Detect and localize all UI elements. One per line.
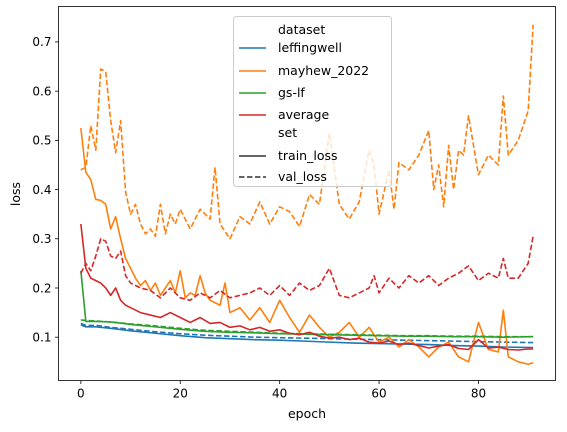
- x-tick-label: 0: [77, 387, 85, 401]
- series-line-average-val-loss: [80, 236, 534, 302]
- y-tick-label: 0.7: [32, 35, 51, 49]
- plot-frame: [58, 6, 556, 381]
- series-line-mayhew-2022-val-loss: [80, 24, 534, 240]
- series-line-gs-lf-val-loss: [80, 319, 534, 338]
- x-tick-label: 60: [371, 387, 386, 401]
- legend-label-gs-lf: gs-lf: [278, 85, 305, 100]
- x-axis-label: epoch: [288, 406, 326, 421]
- y-tick-label: 0.5: [32, 134, 51, 148]
- series-line-gs-lf-train-loss: [80, 270, 534, 338]
- legend-style-title: set: [278, 125, 297, 140]
- legend-label-leffingwell: leffingwell: [278, 40, 342, 55]
- y-tick-label: 0.2: [32, 281, 51, 295]
- legend: dataset leffingwell mayhew_2022 gs-lf av…: [233, 16, 392, 187]
- x-tick-label: 40: [272, 387, 287, 401]
- legend-frame: [233, 16, 392, 187]
- series-line-mayhew-2022-train-loss: [80, 127, 534, 366]
- axes-layer: 0 20 40 60 80 0.1 0.2 0.3 0.4 0.5 0.6 0.7: [32, 35, 486, 400]
- x-tick-label: 80: [471, 387, 486, 401]
- series-line-average-train-loss: [80, 223, 534, 351]
- y-tick-label: 0.3: [32, 232, 51, 246]
- legend-hue-title: dataset: [278, 22, 325, 37]
- legend-label-average: average: [278, 107, 329, 122]
- y-tick-label: 0.1: [32, 330, 51, 344]
- legend-label-mayhew-2022: mayhew_2022: [278, 63, 369, 78]
- legend-label-val-loss: val_loss: [278, 169, 327, 184]
- y-tick-label: 0.6: [32, 84, 51, 98]
- series-layer: [80, 24, 534, 366]
- y-axis-label: loss: [8, 182, 23, 206]
- series-line-leffingwell-val-loss: [80, 322, 534, 344]
- y-tick-label: 0.4: [32, 183, 51, 197]
- legend-label-train-loss: train_loss: [278, 148, 338, 163]
- x-tick-label: 20: [173, 387, 188, 401]
